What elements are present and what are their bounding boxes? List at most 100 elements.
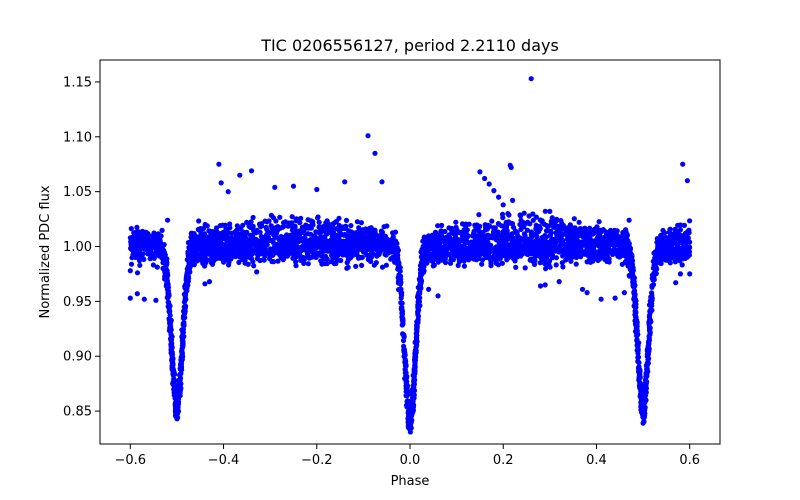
data-point <box>222 222 228 228</box>
data-point <box>500 244 506 250</box>
data-point <box>626 245 632 251</box>
data-point <box>180 328 186 334</box>
data-point <box>539 259 545 265</box>
data-point <box>556 236 562 242</box>
data-point <box>458 238 464 244</box>
data-point <box>635 354 641 361</box>
data-point <box>356 228 362 234</box>
data-point <box>319 261 325 267</box>
data-point <box>164 281 170 287</box>
data-point <box>290 183 297 189</box>
data-point <box>654 251 660 257</box>
data-point <box>379 229 386 235</box>
data-point <box>300 236 306 242</box>
data-point <box>262 246 268 252</box>
data-point <box>133 229 139 235</box>
data-point <box>419 246 425 253</box>
data-point <box>500 202 506 208</box>
data-point <box>596 219 602 225</box>
data-point <box>379 179 385 185</box>
data-point <box>521 210 527 216</box>
data-point <box>227 225 233 231</box>
data-point <box>285 223 291 229</box>
data-point <box>178 354 184 360</box>
data-point <box>217 236 223 243</box>
data-point <box>629 273 635 279</box>
data-point <box>280 224 286 230</box>
data-point <box>314 186 320 193</box>
data-point <box>646 341 652 347</box>
data-point <box>127 268 133 274</box>
data-point <box>551 223 557 230</box>
data-point <box>281 220 287 226</box>
data-point <box>409 409 416 415</box>
data-point <box>250 235 256 241</box>
data-point <box>522 265 528 271</box>
data-point <box>210 250 216 256</box>
data-point <box>305 261 311 267</box>
data-point <box>221 257 228 263</box>
data-point <box>593 242 599 248</box>
data-point <box>637 374 643 380</box>
data-point <box>267 256 273 262</box>
data-point <box>558 218 564 224</box>
data-point <box>577 226 583 232</box>
data-point <box>240 222 246 228</box>
data-point <box>196 218 202 224</box>
data-point <box>662 239 668 245</box>
data-point <box>329 251 335 257</box>
data-point <box>369 243 375 249</box>
x-tick-label: 0.6 <box>679 453 700 468</box>
data-point <box>165 217 171 223</box>
data-point <box>289 214 295 220</box>
data-point <box>156 232 162 238</box>
data-point <box>686 249 693 255</box>
data-points <box>127 76 693 435</box>
data-point <box>244 219 250 225</box>
data-point <box>401 353 407 359</box>
data-point <box>403 358 409 364</box>
data-point <box>600 237 607 243</box>
data-point <box>308 218 314 224</box>
data-point <box>483 224 489 231</box>
data-point <box>466 221 472 227</box>
data-point <box>645 352 651 358</box>
data-point <box>221 253 227 259</box>
data-point <box>202 281 208 287</box>
data-point <box>504 236 511 242</box>
x-tick-label: −0.2 <box>301 453 333 468</box>
data-point <box>254 242 260 248</box>
data-point <box>576 246 582 252</box>
data-point <box>365 240 371 246</box>
data-point <box>396 272 402 278</box>
data-point <box>238 245 244 251</box>
data-point <box>400 338 407 344</box>
data-point <box>530 211 536 217</box>
data-point <box>566 236 573 242</box>
data-point <box>448 257 454 263</box>
data-point <box>477 223 483 229</box>
data-point <box>316 219 322 225</box>
data-point <box>549 215 555 221</box>
data-point <box>353 242 359 248</box>
data-point <box>277 248 283 255</box>
data-point <box>329 226 335 232</box>
data-point <box>500 229 506 235</box>
data-point <box>398 279 404 286</box>
data-point <box>179 346 185 352</box>
data-point <box>515 234 521 240</box>
data-point <box>667 255 673 261</box>
data-point <box>399 300 405 306</box>
data-point <box>534 237 540 243</box>
data-point <box>415 302 421 308</box>
data-point <box>622 245 628 251</box>
data-point <box>160 243 166 249</box>
data-point <box>305 252 311 258</box>
data-point <box>180 322 186 328</box>
data-point <box>518 226 524 232</box>
data-point <box>630 280 637 286</box>
data-point <box>292 248 298 254</box>
data-point <box>226 245 232 251</box>
data-point <box>353 263 359 269</box>
data-point <box>246 223 252 229</box>
